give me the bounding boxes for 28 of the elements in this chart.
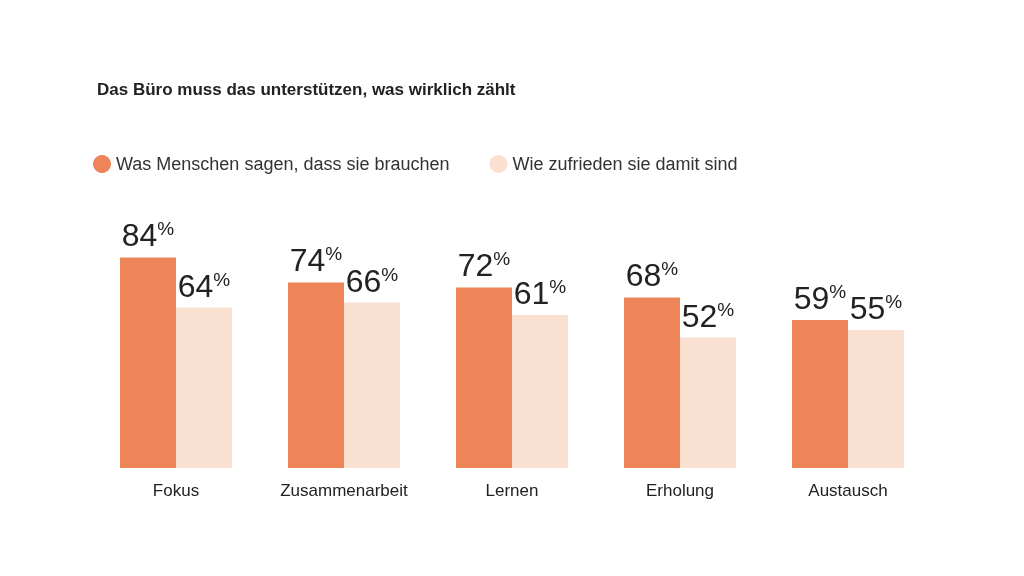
bar xyxy=(288,282,344,468)
bar xyxy=(624,297,680,468)
x-tick-label: Zusammenarbeit xyxy=(280,481,409,500)
chart-title: Das Büro muss das unterstützen, was wirklich zählt xyxy=(97,80,516,99)
bar xyxy=(848,330,904,468)
data-label: 66% xyxy=(345,262,399,299)
x-tick-label: Austausch xyxy=(808,481,888,500)
bar xyxy=(680,337,736,468)
x-tick-label: Erholung xyxy=(645,481,715,500)
x-tick-label: Lernen xyxy=(485,481,539,500)
data-label: 59% xyxy=(793,280,847,317)
legend-label: Was Menschen sagen, dass sie brauchen xyxy=(116,154,450,174)
data-label: 64% xyxy=(177,267,231,304)
legend-label: Wie zufrieden sie damit sind xyxy=(512,154,738,174)
x-tick-label: Fokus xyxy=(152,481,200,500)
data-label: 55% xyxy=(849,290,903,327)
data-label: 68% xyxy=(625,257,679,294)
bar xyxy=(792,320,848,468)
bar xyxy=(344,302,400,468)
data-label: 61% xyxy=(513,275,567,312)
bar xyxy=(176,307,232,468)
bar xyxy=(456,287,512,468)
data-label: 52% xyxy=(681,297,735,334)
data-label: 72% xyxy=(457,247,511,284)
bar xyxy=(120,257,176,468)
data-label: 84% xyxy=(121,217,175,254)
bar xyxy=(512,315,568,468)
data-label: 74% xyxy=(289,242,343,279)
